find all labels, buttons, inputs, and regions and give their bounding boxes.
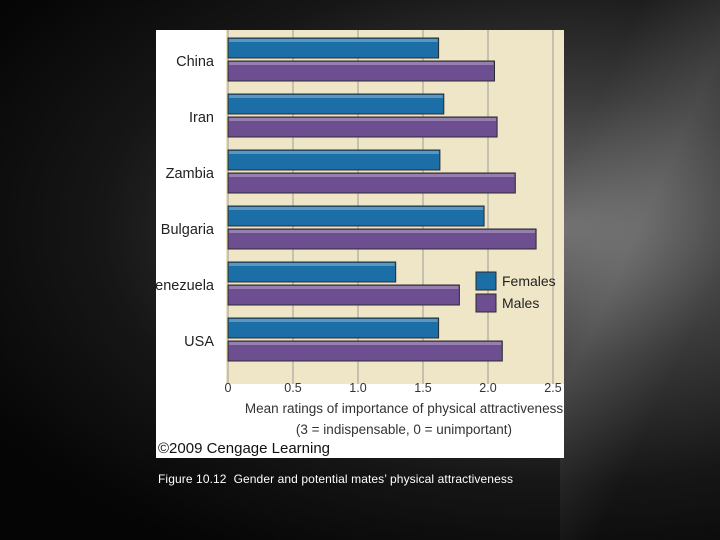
x-tick-2: 1.0: [349, 381, 366, 395]
bar-chart: China Iran Zambia Bulgaria Venezuela USA 0 0.5…: [156, 30, 564, 457]
bar-zambia-females: [227, 149, 441, 171]
bar-usa-males: [227, 340, 503, 362]
x-tick-labels: 0 0.5 1.0 1.5 2.0 2.5: [225, 381, 562, 395]
legend-label-females: Females: [502, 273, 556, 289]
background-streak: [560, 0, 720, 540]
bar-china-females: [227, 37, 440, 59]
bar-zambia-males: [227, 172, 516, 194]
legend-swatch-males: [475, 293, 497, 313]
bar-bulgaria-males: [227, 228, 537, 250]
bar-venezuela-females: [227, 261, 397, 283]
x-axis-sublabel: (3 = indispensable, 0 = unimportant): [296, 422, 512, 437]
category-label-venezuela: Venezuela: [156, 278, 215, 294]
x-tick-5: 2.5: [544, 381, 561, 395]
x-tick-4: 2.0: [479, 381, 496, 395]
legend: Females Males: [475, 271, 556, 313]
legend-swatch-females: [475, 271, 497, 291]
bar-venezuela-males: [227, 284, 460, 306]
x-tick-1: 0.5: [284, 381, 301, 395]
figure-number: Figure 10.12: [158, 472, 227, 486]
x-tick-3: 1.5: [414, 381, 431, 395]
bar-iran-females: [227, 93, 445, 115]
bar-bulgaria-females: [227, 205, 485, 227]
bar-usa-females: [227, 317, 440, 339]
bar-highlight-bulgaria-males: [229, 230, 536, 233]
bar-iran-males: [227, 116, 498, 138]
bar-highlight-venezuela-males: [229, 286, 459, 289]
legend-label-males: Males: [502, 295, 539, 311]
bar-highlight-zambia-females: [229, 151, 439, 154]
category-label-iran: Iran: [189, 110, 214, 126]
x-axis-label: Mean ratings of importance of physical a…: [245, 401, 563, 416]
figure-title: Gender and potential mates’ physical att…: [233, 472, 514, 486]
x-tick-0: 0: [225, 381, 232, 395]
bar-highlight-china-males: [229, 62, 494, 65]
category-label-zambia: Zambia: [166, 166, 215, 182]
category-label-bulgaria: Bulgaria: [161, 222, 215, 238]
bar-highlight-bulgaria-females: [229, 207, 484, 210]
category-label-usa: USA: [184, 334, 214, 350]
bar-highlight-usa-females: [229, 319, 438, 322]
bar-china-males: [227, 60, 495, 82]
chart-panel: China Iran Zambia Bulgaria Venezuela USA 0 0.5…: [156, 30, 564, 458]
bar-highlight-zambia-males: [229, 174, 515, 177]
figure-caption: Figure 10.12 Gender and potential mates’ …: [158, 472, 520, 486]
bar-highlight-iran-females: [229, 95, 443, 98]
bar-highlight-iran-males: [229, 118, 497, 121]
bar-highlight-venezuela-females: [229, 263, 395, 266]
bar-highlight-usa-males: [229, 342, 502, 345]
copyright-text: ©2009 Cengage Learning: [158, 440, 330, 457]
category-labels: China Iran Zambia Bulgaria Venezuela USA: [156, 54, 215, 350]
bars: [227, 37, 537, 362]
category-label-china: China: [176, 54, 215, 70]
bar-highlight-china-females: [229, 39, 438, 42]
